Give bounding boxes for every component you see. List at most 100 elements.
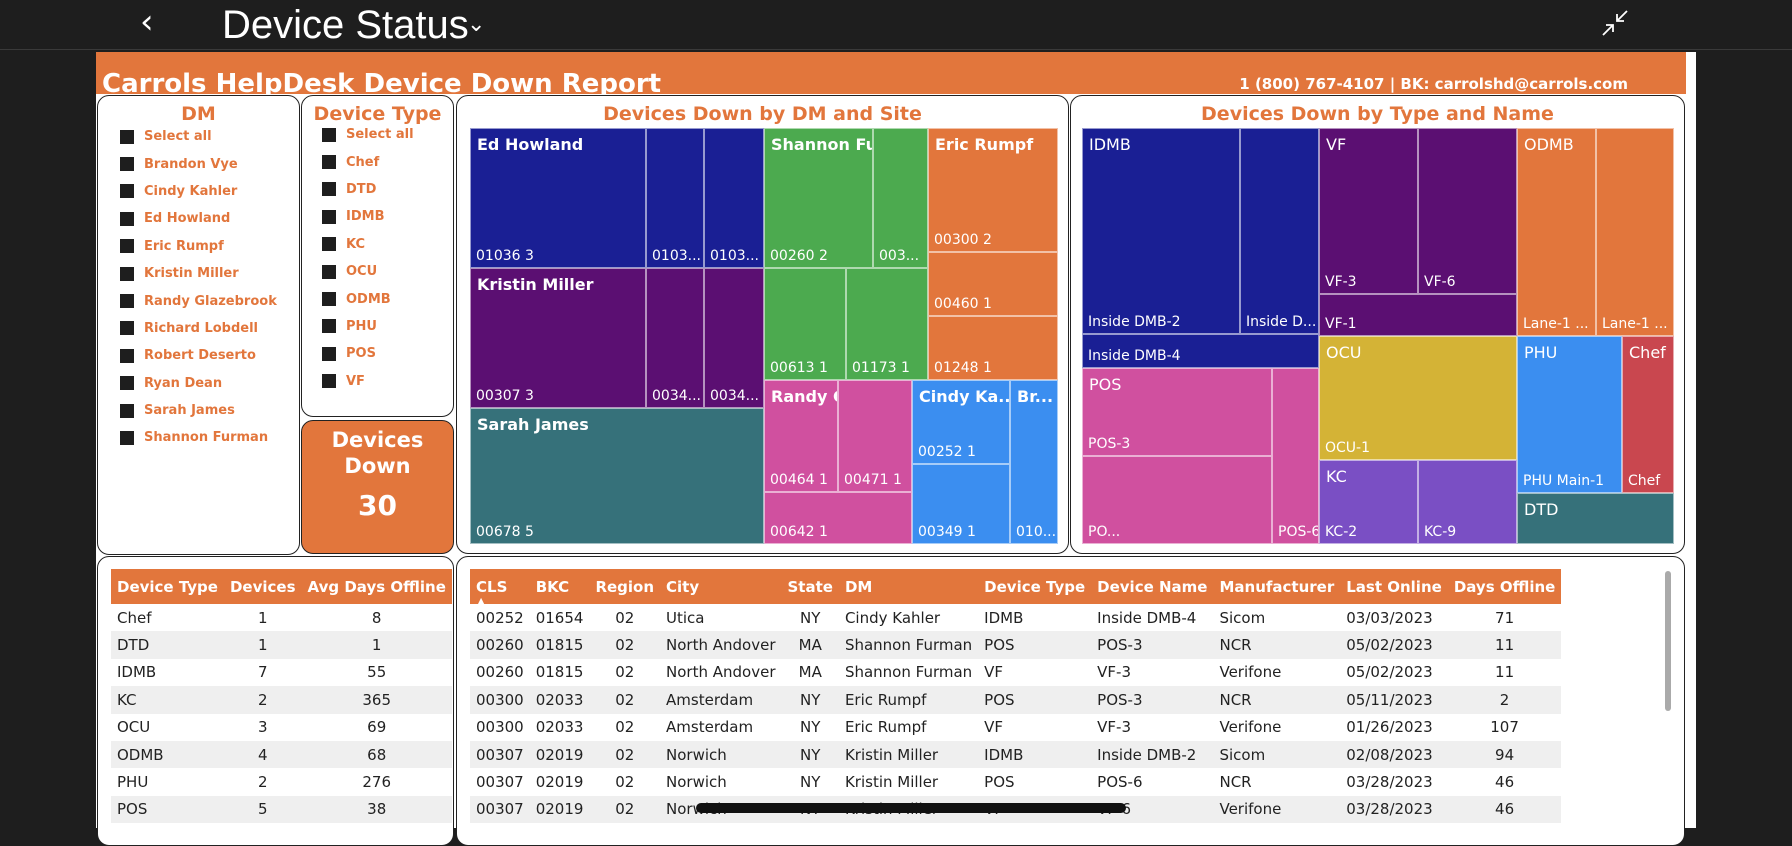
table-row[interactable]: 00307 02019 02 Norwich NY Kristin Miller POS PO…	[470, 768, 1561, 795]
table-row[interactable]: 00260 01815 02 North Andover MA Shannon Furma…	[470, 631, 1562, 659]
slicer-item[interactable]: Select all	[120, 123, 277, 150]
checkbox[interactable]	[322, 346, 336, 361]
column-header[interactable]: BKC	[529, 569, 590, 604]
slicer-item[interactable]: POS	[322, 340, 414, 367]
slicer-item[interactable]: Robert Deserto	[120, 342, 277, 369]
column-header[interactable]: Device Type	[111, 569, 224, 604]
treemap-tile[interactable]: Shannon Furman 00260 2	[764, 128, 873, 268]
treemap-tile[interactable]: VF-1	[1319, 294, 1517, 336]
column-header[interactable]: City	[660, 569, 782, 604]
table-row[interactable]: Chef 1 8	[111, 604, 452, 631]
treemap-tile[interactable]: ODMB Lane-1 ...	[1517, 128, 1596, 336]
column-header[interactable]: Days Offline	[1447, 569, 1562, 604]
treemap-tile[interactable]: PHU PHU Main-1	[1517, 336, 1622, 493]
slicer-item[interactable]: VF	[322, 368, 414, 395]
checkbox[interactable]	[322, 237, 336, 252]
slicer-item[interactable]: Brandon Vye	[120, 150, 277, 177]
slicer-item[interactable]: DTD	[322, 176, 414, 203]
treemap-tile[interactable]: 00613 1	[764, 268, 846, 380]
treemap-tile[interactable]: Br... 010...	[1010, 380, 1058, 544]
column-header[interactable]: Last Online	[1340, 569, 1448, 604]
treemap-tile[interactable]: 01173 1	[846, 268, 928, 380]
treemap-tile[interactable]: 00460 1	[928, 252, 1058, 316]
table-row[interactable]: 00300 02033 02 Amsterdam NY Eric Rumpf VF VF-3 V…	[470, 714, 1561, 741]
checkbox[interactable]	[120, 321, 134, 336]
table-row[interactable]: 00260 01815 02 North Andover MA Shannon Furma…	[470, 659, 1561, 686]
slicer-item[interactable]: Richard Lobdell	[120, 315, 277, 342]
checkbox[interactable]	[322, 155, 336, 170]
checkbox[interactable]	[322, 264, 336, 279]
treemap-tile[interactable]: Eric Rumpf 00300 2	[928, 128, 1058, 252]
checkbox[interactable]	[120, 129, 134, 144]
treemap-tile[interactable]: IDMB Inside DMB-2	[1082, 128, 1240, 334]
column-header[interactable]: Devices	[223, 569, 302, 604]
slicer-item[interactable]: Select all	[322, 121, 414, 148]
slicer-item[interactable]: Ed Howland	[120, 205, 277, 232]
checkbox[interactable]	[120, 348, 134, 363]
table-row[interactable]: IDMB 7 55	[111, 659, 452, 686]
treemap-tile[interactable]: OCU OCU-1	[1319, 336, 1517, 460]
checkbox[interactable]	[322, 374, 336, 389]
treemap-tile[interactable]: PO...	[1082, 456, 1272, 544]
slicer-item[interactable]: IDMB	[322, 203, 414, 230]
treemap-tile[interactable]: Chef Chef	[1622, 336, 1674, 493]
detail-table-scrollbar[interactable]	[1665, 571, 1671, 711]
table-row[interactable]: PHU 2 276	[111, 768, 452, 795]
column-header[interactable]: Manufacturer	[1213, 569, 1341, 604]
checkbox[interactable]	[120, 376, 134, 391]
treemap-tile[interactable]: DTD	[1517, 493, 1674, 544]
slicer-item[interactable]: OCU	[322, 258, 414, 285]
chevron-down-icon[interactable]: ⌄	[467, 12, 486, 37]
treemap-tile[interactable]: Lane-1 ...	[1596, 128, 1674, 336]
checkbox[interactable]	[120, 403, 134, 418]
treemap-tile[interactable]: Ed Howland 01036 3	[470, 128, 646, 268]
treemap-tile[interactable]: VF VF-3	[1319, 128, 1418, 294]
treemap-tile[interactable]: POS POS-3	[1082, 368, 1272, 456]
checkbox[interactable]	[120, 294, 134, 309]
treemap-tile[interactable]: Randy Glazebro... 00464 1	[764, 380, 838, 492]
column-header[interactable]: CLS ▲	[470, 569, 530, 605]
treemap-tile[interactable]: 0103...	[704, 128, 764, 268]
slicer-item[interactable]: Shannon Furman	[120, 424, 277, 451]
slicer-item[interactable]: Ryan Dean	[120, 370, 277, 397]
checkbox[interactable]	[120, 211, 134, 226]
table-row[interactable]: 00252 01654 02 Utica NY Cindy Kahler IDMB Insid…	[470, 604, 1561, 631]
table-row[interactable]: POS 5 38	[111, 795, 452, 824]
slicer-item[interactable]: ODMB	[322, 285, 414, 312]
checkbox[interactable]	[120, 239, 134, 254]
column-header[interactable]: Region	[589, 569, 661, 604]
slicer-item[interactable]: PHU	[322, 313, 414, 340]
checkbox[interactable]	[322, 319, 336, 334]
collapse-icon[interactable]	[1600, 8, 1630, 38]
checkbox[interactable]	[322, 209, 336, 224]
slicer-item[interactable]: Cindy Kahler	[120, 178, 277, 205]
table-row[interactable]: OCU 3 69	[111, 714, 452, 741]
column-header[interactable]: State	[781, 569, 839, 604]
checkbox[interactable]	[322, 182, 336, 197]
treemap-tile[interactable]: KC-9	[1418, 460, 1517, 544]
table-row[interactable]: ODMB 4 68	[111, 740, 452, 769]
treemap-tile[interactable]: Kristin Miller 00307 3	[470, 268, 646, 408]
table-row[interactable]: KC 2 365	[111, 686, 452, 714]
slicer-item[interactable]: KC	[322, 231, 414, 258]
treemap-tile[interactable]: KC KC-2	[1319, 460, 1418, 544]
column-header[interactable]: Avg Days Offline	[301, 569, 452, 604]
treemap-tile[interactable]: 00471 1	[838, 380, 912, 492]
table-row[interactable]: 00300 02033 02 Amsterdam NY Eric Rumpf POS POS-…	[470, 686, 1562, 714]
treemap-tile[interactable]: 0034...	[646, 268, 704, 408]
treemap-tile[interactable]: 003...	[873, 128, 928, 268]
sort-ascending-icon[interactable]: ▲	[478, 596, 485, 605]
table-row[interactable]: 00307 02019 02 Norwich NY Kristin Miller IDMB I…	[470, 740, 1562, 769]
slicer-item[interactable]: Sarah James	[120, 397, 277, 424]
column-header[interactable]: Device Name	[1091, 569, 1214, 604]
checkbox[interactable]	[120, 184, 134, 199]
column-header[interactable]: DM	[838, 569, 979, 604]
checkbox[interactable]	[120, 266, 134, 281]
checkbox[interactable]	[322, 127, 336, 142]
treemap-tile[interactable]: POS-6	[1272, 368, 1319, 544]
table-row[interactable]: DTD 1 1	[111, 631, 452, 659]
treemap-tile[interactable]: Inside D...	[1240, 128, 1319, 334]
treemap-tile[interactable]: Sarah James 00678 5	[470, 408, 764, 544]
slicer-item[interactable]: Chef	[322, 148, 414, 175]
treemap-tile[interactable]: 00349 1	[912, 464, 1010, 544]
